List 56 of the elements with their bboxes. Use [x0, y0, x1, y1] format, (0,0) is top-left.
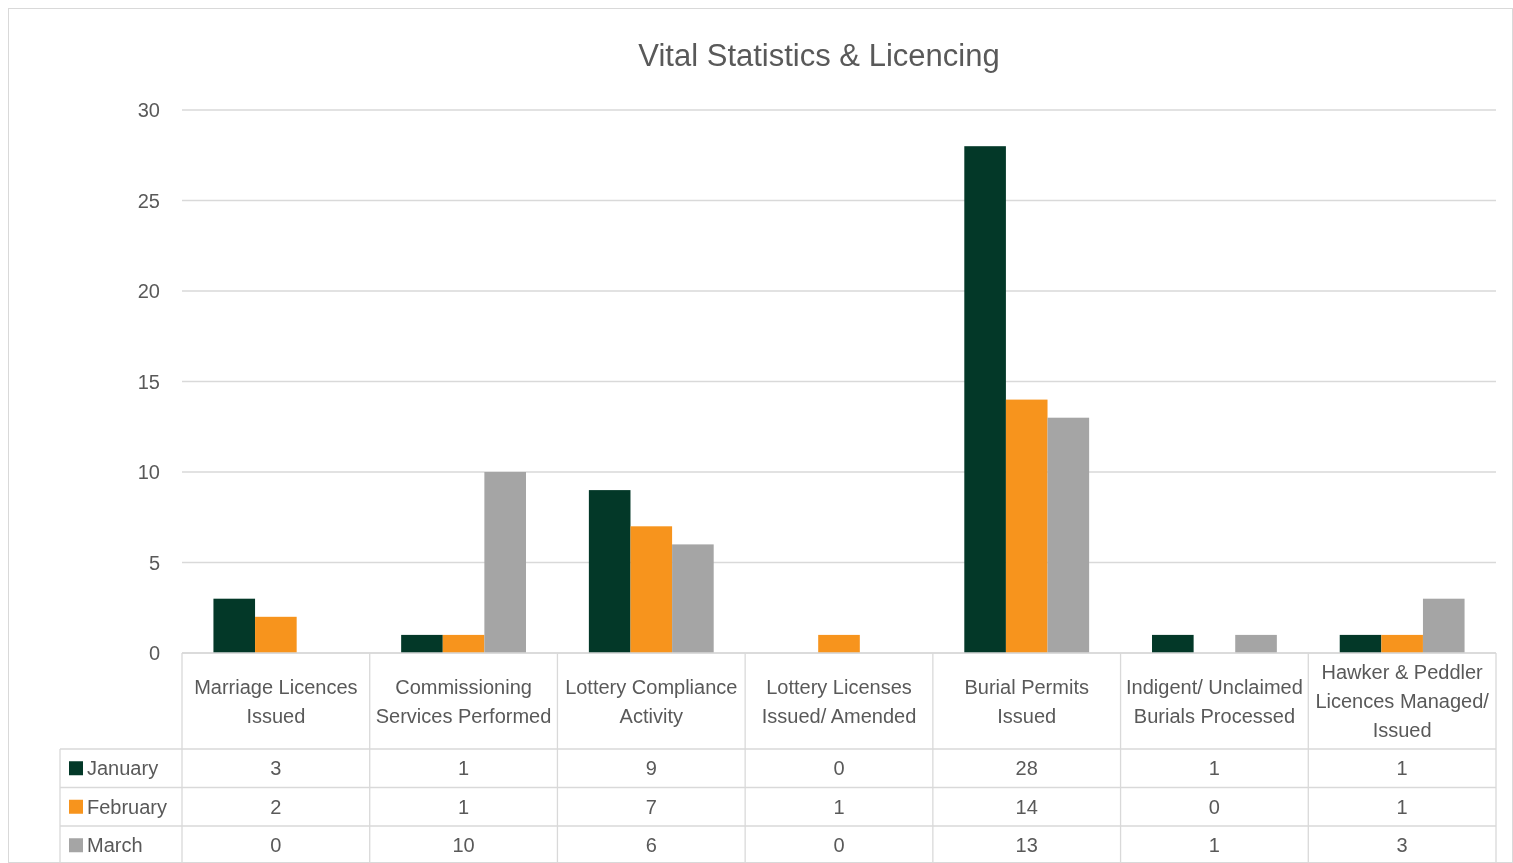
data-label: 13: [1015, 834, 1038, 857]
legend-label: January: [87, 757, 159, 780]
x-tick-label: Marriage Licences Issued: [194, 675, 358, 727]
bar: [1235, 634, 1277, 653]
y-tick-label: 5: [148, 551, 160, 574]
bar: [1422, 598, 1465, 653]
data-label: 7: [645, 795, 657, 818]
data-label: 1: [833, 795, 845, 818]
bar: [630, 526, 673, 653]
x-tick-label: Lottery Licenses Issued/ Amended: [761, 675, 917, 727]
x-tick-label: Burial Permits Issued: [964, 675, 1089, 727]
legend-label: March: [87, 834, 143, 857]
data-label: 10: [452, 834, 475, 857]
bar: [484, 472, 526, 653]
data-label: 0: [833, 834, 845, 857]
data-label: 0: [270, 834, 282, 857]
bar: [964, 146, 1006, 653]
y-tick-label: 15: [137, 370, 160, 393]
x-tick-label: Lottery Compliance Activity: [565, 675, 738, 727]
bar: [442, 634, 485, 653]
bar: [588, 490, 631, 653]
x-tick-label: Commissioning Services Performed: [375, 675, 552, 727]
bar: [213, 598, 256, 653]
legend-label: February: [87, 795, 168, 818]
bar: [818, 634, 860, 653]
data-label: 28: [1015, 757, 1038, 780]
data-label: 1: [458, 795, 470, 818]
y-tick-label: 20: [137, 280, 160, 302]
data-label: 1: [458, 757, 470, 780]
bar: [1047, 417, 1090, 653]
x-tick-label: Hawker & Peddler Licences Managed/ Issued: [1315, 661, 1490, 741]
data-label: 1: [1396, 795, 1408, 818]
data-label: 0: [1208, 795, 1220, 818]
bar: [401, 634, 443, 653]
data-label: 0: [833, 757, 845, 780]
bar: [1152, 634, 1194, 653]
bar: [1339, 634, 1382, 653]
bar: [672, 544, 714, 653]
bar: [1005, 399, 1048, 653]
y-tick-label: 10: [137, 461, 160, 483]
bar: [255, 616, 297, 653]
y-tick-label: 30: [137, 99, 160, 121]
data-label: 1: [1208, 757, 1220, 780]
data-label: 1: [1396, 757, 1408, 780]
data-label: 9: [645, 757, 657, 780]
data-label: 3: [1396, 834, 1408, 857]
data-label: 1: [1208, 834, 1220, 857]
y-tick-label: 0: [148, 642, 160, 664]
data-label: 6: [645, 834, 657, 857]
x-tick-label: Indigent/ Unclaimed Burials Processed: [1126, 675, 1303, 727]
data-label: 14: [1015, 795, 1038, 818]
data-label: 3: [270, 757, 282, 780]
y-tick-label: 25: [137, 189, 160, 212]
data-label: 2: [270, 795, 282, 818]
chart-title: Vital Statistics & Licencing: [638, 38, 1000, 73]
bar: [1381, 634, 1423, 653]
